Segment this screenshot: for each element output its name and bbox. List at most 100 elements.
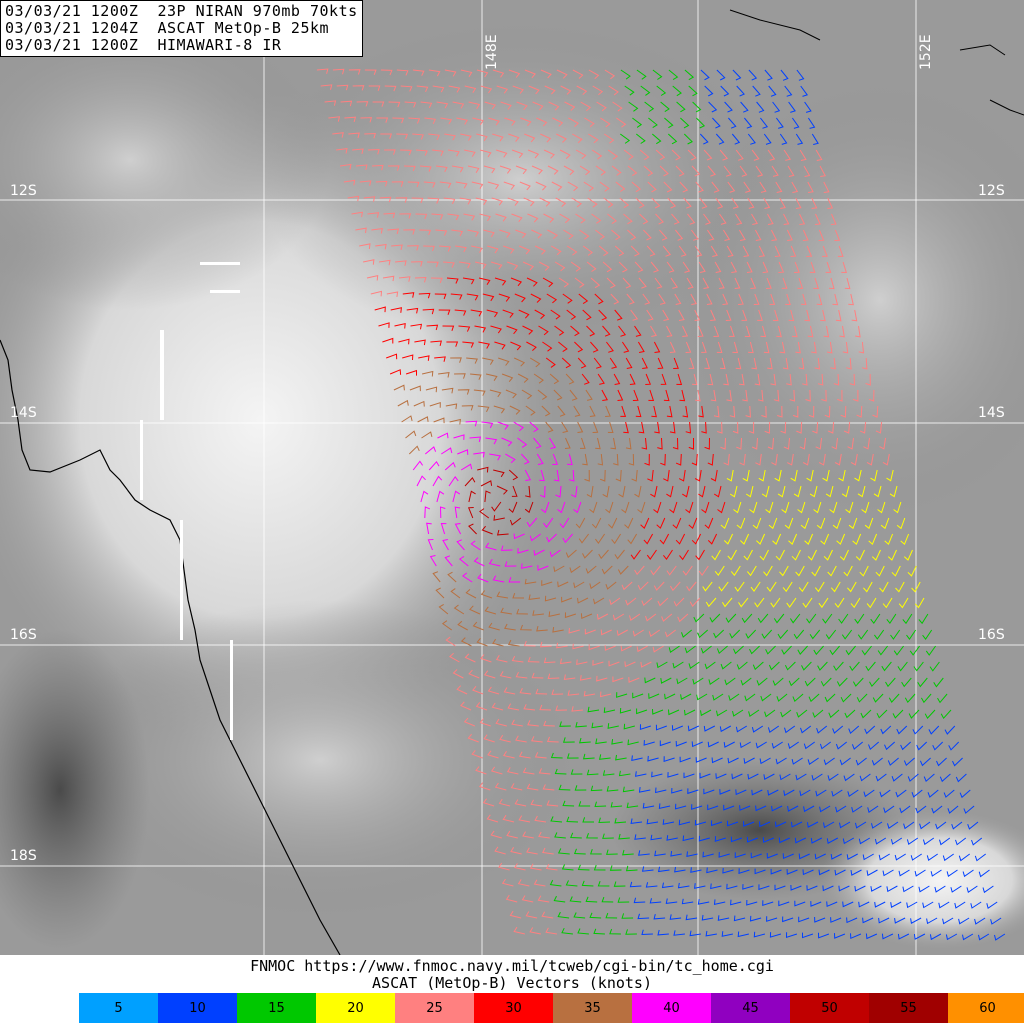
wind-barb [839,325,845,338]
wind-barb [558,784,571,791]
wind-barb [441,447,453,455]
wind-barb [577,597,589,604]
wind-barb [924,709,936,719]
wind-barb [779,197,786,209]
wind-barb [657,866,670,873]
wind-barb [526,783,539,791]
wind-barb [530,799,543,807]
wind-barb [472,621,484,631]
wind-barb [695,757,707,763]
wind-barb [499,229,511,238]
wind-barb [447,571,457,583]
wind-barb [744,117,753,129]
wind-barb [696,693,708,701]
wind-barb [380,69,393,76]
wind-barb [396,133,409,140]
wind-barb [815,149,823,161]
wind-barb [810,837,823,844]
wind-barb [495,149,508,158]
legend-swatch-20: 20 [316,993,395,1023]
wind-barb [642,293,651,305]
wind-barb [691,453,698,466]
wind-barb [571,197,582,208]
wind-barb [598,549,609,560]
wind-barb [478,341,490,349]
wind-barb [505,453,516,464]
wind-barb [584,628,596,635]
wind-barb [348,132,360,139]
wind-barb [868,533,878,546]
wind-barb [396,69,409,76]
wind-barb [440,117,453,125]
wind-barb [800,725,812,734]
wind-barb [886,885,898,893]
wind-barb [684,645,696,654]
wind-barb [854,885,866,892]
wind-barb [359,180,372,186]
wind-barb [391,181,404,187]
wind-barb [366,274,379,281]
wind-barb [720,437,726,450]
wind-barb [482,798,495,807]
wind-barb [922,901,934,909]
wind-barb [884,741,896,751]
wind-barb [916,741,928,751]
wind-barb [460,463,473,471]
wind-barb [598,309,608,321]
wind-barb [612,613,625,621]
wind-barb [614,309,623,321]
wind-barb [670,277,679,289]
wind-barb [834,229,841,241]
wind-barb [556,69,568,79]
wind-barb [523,197,535,207]
wind-barb [798,581,809,593]
wind-barb [862,917,874,924]
wind-barb [914,869,926,877]
wind-barb [798,916,810,923]
wind-barb [449,418,461,425]
wind-barb [522,325,534,335]
wind-barb [823,325,830,338]
wind-barb [611,739,623,745]
wind-barb [487,750,499,759]
wind-barb [582,245,593,256]
wind-barb [398,276,411,282]
wind-barb [763,341,770,354]
wind-barb [411,261,423,267]
wind-barb [784,725,796,734]
wind-barb [426,324,439,331]
wind-barb [875,421,883,434]
wind-barb [422,308,435,315]
wind-barb [547,229,558,239]
wind-barb [452,490,461,503]
wind-barb [672,85,682,97]
wind-barb [647,181,657,193]
wind-barb [754,597,765,608]
wind-barb [766,277,772,289]
wind-barb [483,670,496,679]
wind-barb [797,645,808,655]
wind-barb [758,245,765,257]
wind-barb [537,895,550,903]
wind-barb [710,309,716,321]
wind-barb [638,277,647,289]
wind-barb [680,117,690,129]
wind-barb [352,148,364,155]
wind-barb [627,229,637,241]
wind-barb [374,306,386,313]
wind-barb [776,693,788,702]
wind-barb [547,165,559,175]
wind-barb [639,724,651,730]
wind-barb [501,437,513,447]
header-line-2: 03/03/21 1204Z ASCAT MetOp-B 25km [5,19,330,37]
wind-barb [388,101,401,108]
wind-barb [887,821,899,830]
wind-barb [838,885,850,892]
wind-barb [660,453,666,466]
wind-barb [824,693,836,703]
wind-barb [838,469,846,482]
wind-barb [822,613,833,624]
wind-barb [427,539,434,551]
wind-barb [685,421,692,434]
wind-barb [474,325,487,333]
